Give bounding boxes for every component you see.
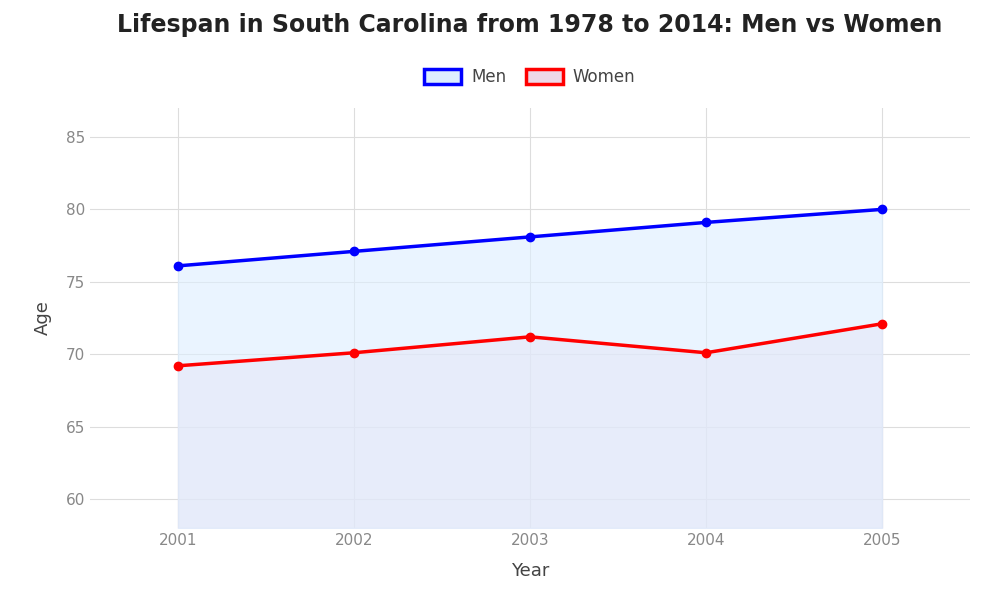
- Legend: Men, Women: Men, Women: [418, 62, 642, 93]
- Y-axis label: Age: Age: [34, 301, 52, 335]
- Title: Lifespan in South Carolina from 1978 to 2014: Men vs Women: Lifespan in South Carolina from 1978 to …: [117, 13, 943, 37]
- X-axis label: Year: Year: [511, 562, 549, 580]
